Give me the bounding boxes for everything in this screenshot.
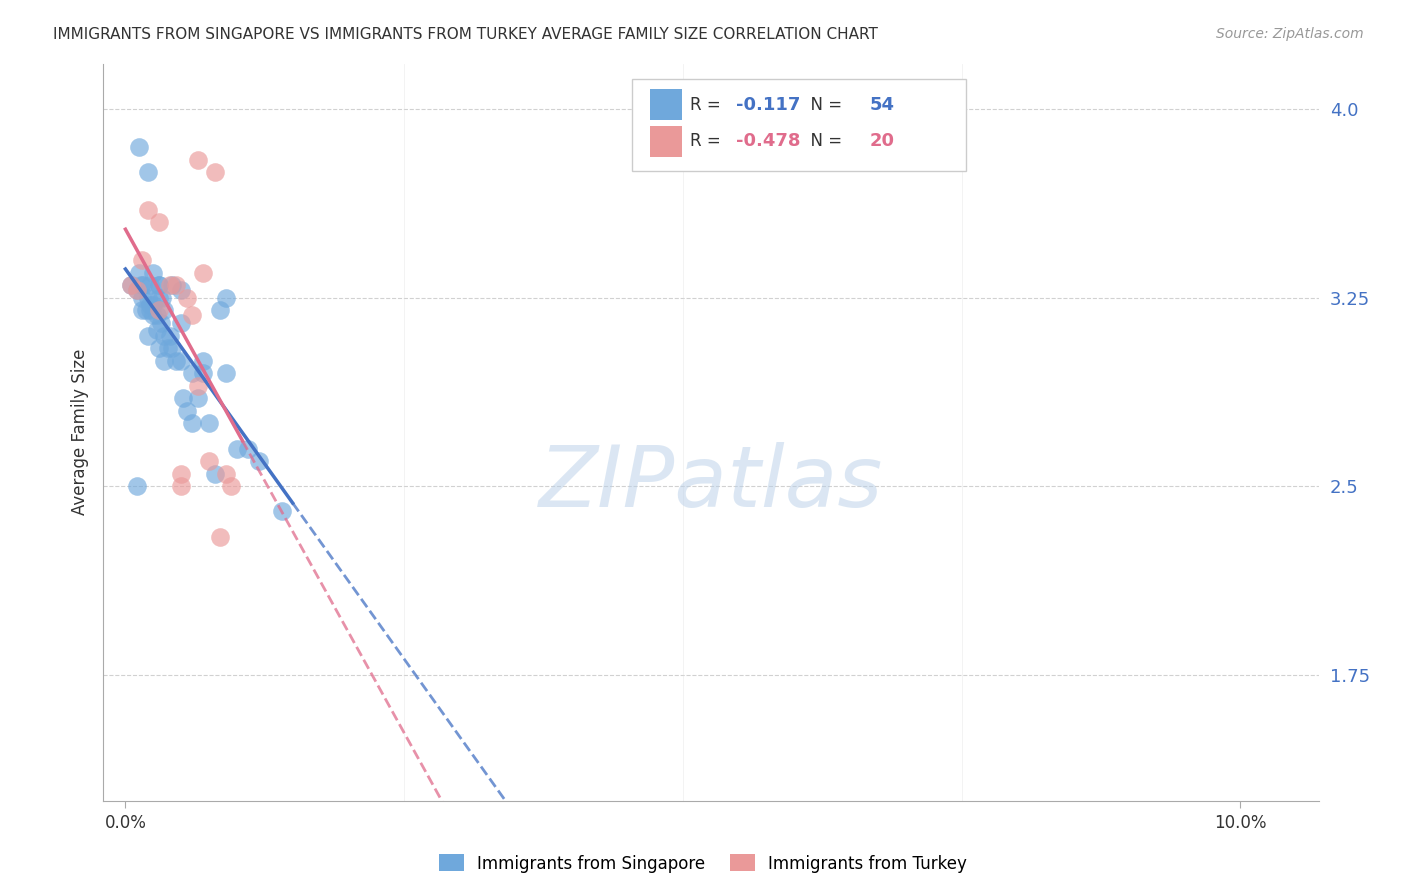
Text: IMMIGRANTS FROM SINGAPORE VS IMMIGRANTS FROM TURKEY AVERAGE FAMILY SIZE CORRELAT: IMMIGRANTS FROM SINGAPORE VS IMMIGRANTS … <box>53 27 879 42</box>
Point <box>181 417 204 431</box>
Text: 20: 20 <box>870 132 896 151</box>
Point <box>221 479 243 493</box>
Point <box>172 392 194 406</box>
Point <box>136 202 159 217</box>
Point <box>153 353 176 368</box>
Point <box>170 479 193 493</box>
Text: -0.117: -0.117 <box>737 95 801 113</box>
Point <box>209 303 232 318</box>
Point <box>198 417 221 431</box>
Point <box>148 341 170 355</box>
Point <box>148 278 170 293</box>
Point <box>165 353 187 368</box>
FancyBboxPatch shape <box>650 89 682 120</box>
Point <box>120 278 142 293</box>
FancyBboxPatch shape <box>631 78 966 171</box>
Point <box>139 303 162 318</box>
Point <box>136 328 159 343</box>
Text: -0.478: -0.478 <box>737 132 801 151</box>
Legend: Immigrants from Singapore, Immigrants from Turkey: Immigrants from Singapore, Immigrants fr… <box>432 847 974 880</box>
Point <box>270 504 292 518</box>
Point <box>148 278 170 293</box>
Text: 54: 54 <box>870 95 896 113</box>
Point <box>170 467 193 481</box>
Point <box>247 454 270 468</box>
Point <box>136 291 159 305</box>
Point <box>187 378 209 392</box>
Point <box>134 303 156 318</box>
Point <box>131 253 153 268</box>
Point <box>193 366 215 380</box>
Point <box>156 341 179 355</box>
Text: R =: R = <box>690 95 725 113</box>
Point <box>128 266 150 280</box>
Point <box>139 278 162 293</box>
Point <box>132 278 155 293</box>
Point <box>148 303 170 318</box>
Point <box>125 479 148 493</box>
Point <box>181 309 204 323</box>
Y-axis label: Average Family Size: Average Family Size <box>72 349 89 516</box>
Point <box>125 283 148 297</box>
Point <box>193 353 215 368</box>
Point <box>150 291 173 305</box>
Text: N =: N = <box>800 95 846 113</box>
Point <box>159 328 181 343</box>
FancyBboxPatch shape <box>650 126 682 157</box>
Point <box>159 278 181 293</box>
Point <box>176 404 198 418</box>
Point <box>162 341 184 355</box>
Point <box>129 278 152 293</box>
Point <box>131 291 153 305</box>
Text: N =: N = <box>800 132 846 151</box>
Point <box>187 392 209 406</box>
Point <box>148 291 170 305</box>
Point <box>215 291 238 305</box>
Point <box>204 467 226 481</box>
Point <box>162 278 184 293</box>
Point <box>142 266 165 280</box>
Text: R =: R = <box>690 132 725 151</box>
Point <box>165 278 187 293</box>
Point <box>170 353 193 368</box>
Point <box>215 467 238 481</box>
Point <box>120 278 142 293</box>
Point <box>145 309 167 323</box>
Point <box>170 283 193 297</box>
Point <box>136 165 159 179</box>
Point <box>153 303 176 318</box>
Point <box>131 303 153 318</box>
Point <box>226 442 249 456</box>
Point <box>142 298 165 312</box>
Point <box>193 266 215 280</box>
Point <box>148 215 170 229</box>
Point <box>176 291 198 305</box>
Point <box>187 153 209 167</box>
Point <box>181 366 204 380</box>
Point <box>128 140 150 154</box>
Point <box>145 324 167 338</box>
Point <box>209 530 232 544</box>
Point <box>215 366 238 380</box>
Point <box>170 316 193 330</box>
Text: ZIPatlas: ZIPatlas <box>538 442 883 525</box>
Point <box>236 442 259 456</box>
Point <box>198 454 221 468</box>
Point <box>139 298 162 312</box>
Text: Source: ZipAtlas.com: Source: ZipAtlas.com <box>1216 27 1364 41</box>
Point <box>142 309 165 323</box>
Point <box>150 316 173 330</box>
Point <box>204 165 226 179</box>
Point <box>153 328 176 343</box>
Point <box>125 283 148 297</box>
